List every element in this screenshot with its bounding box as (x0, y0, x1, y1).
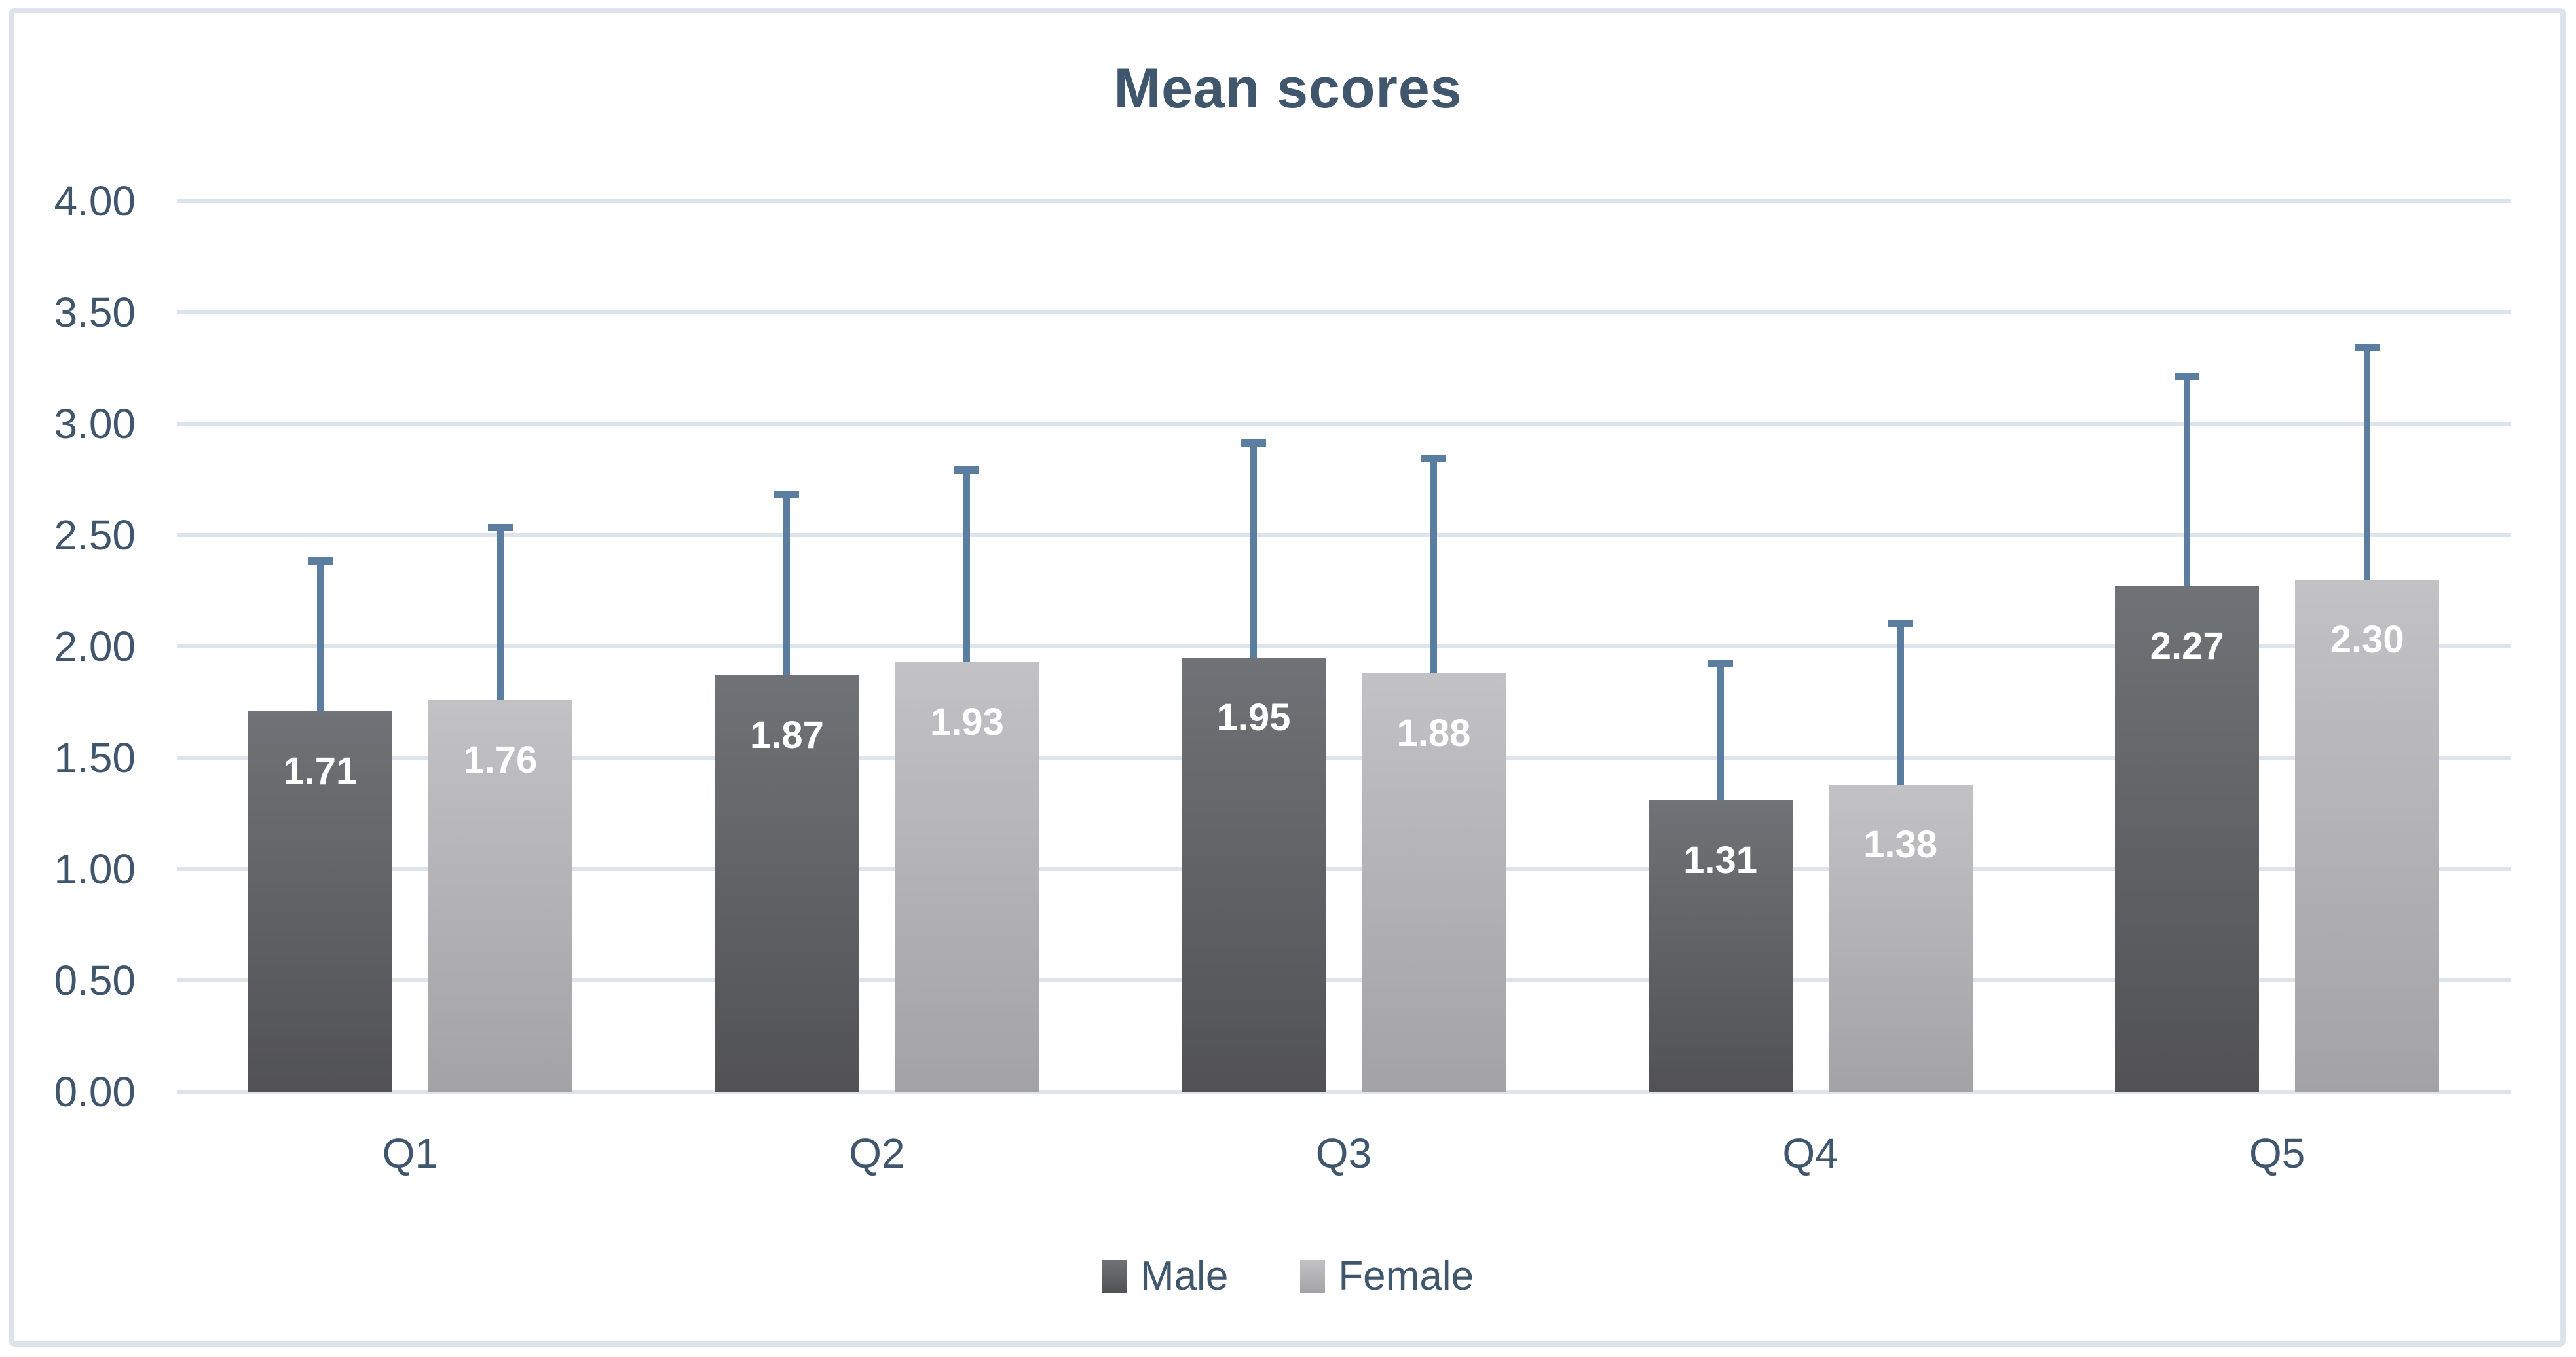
error-bar (1888, 620, 1913, 785)
x-axis-category-label: Q5 (2249, 1130, 2305, 1177)
data-label: 1.38 (1863, 823, 1938, 866)
legend-item-female: Female (1300, 1256, 1474, 1297)
error-bar (2175, 372, 2200, 587)
error-bar-cap (307, 557, 333, 565)
bar-wrap-female-q1: 1.76 (428, 524, 572, 1092)
error-bar-cap (487, 524, 513, 532)
error-bar-cap (954, 466, 980, 474)
x-axis-category-label: Q1 (382, 1130, 438, 1177)
error-bar (487, 524, 513, 700)
data-label: 2.30 (2330, 618, 2404, 661)
bar-groups: 1.71 1.76 Q1 1.87 1.93 Q2 1.95 1.88 Q3 1.31 1.38 Q4… (177, 201, 2511, 1174)
gridline (177, 533, 2511, 537)
bar-group-q1: 1.71 1.76 Q1 (177, 201, 644, 1174)
data-label: 1.93 (929, 700, 1004, 743)
bar-male-q3 (1181, 658, 1326, 1092)
data-label: 1.87 (749, 714, 824, 757)
y-axis-tick-label: 0.50 (54, 957, 136, 1004)
error-bar (1708, 660, 1733, 800)
bar-wrap-male-q5: 2.27 (2115, 372, 2260, 1092)
bar-wrap-female-q4: 1.38 (1828, 620, 1973, 1092)
bar-wrap-female-q5: 2.30 (2295, 343, 2440, 1092)
bar-male-q1 (248, 711, 392, 1092)
legend-label: Male (1140, 1254, 1229, 1299)
bar-wrap-male-q2: 1.87 (715, 491, 859, 1092)
data-label: 1.31 (1683, 838, 1758, 882)
bar-wrap-female-q3: 1.88 (1361, 455, 1506, 1092)
error-bar-cap (1241, 439, 1266, 447)
x-axis-category-label: Q2 (849, 1130, 905, 1177)
bar-male-q2 (715, 675, 859, 1092)
y-axis-tick-label: 3.00 (54, 400, 136, 447)
error-bar-cap (1421, 455, 1446, 462)
error-bar (954, 466, 980, 662)
y-axis-tick-label: 3.50 (54, 289, 136, 336)
bar-male-q4 (1648, 800, 1793, 1092)
x-axis-category-label: Q3 (1315, 1130, 1372, 1177)
data-label: 1.95 (1216, 696, 1291, 739)
error-bar (1421, 455, 1446, 673)
bar-wrap-male-q1: 1.71 (248, 557, 392, 1092)
bar-group-q2: 1.87 1.93 Q2 (644, 201, 1111, 1174)
gridline (177, 310, 2511, 314)
data-label: 2.27 (2150, 625, 2224, 668)
bar-male-q5 (2115, 586, 2260, 1092)
error-bar-cap (774, 491, 800, 498)
bar-wrap-male-q4: 1.31 (1648, 660, 1793, 1092)
error-bar (307, 557, 333, 711)
error-bar-cap (1888, 620, 1913, 627)
legend: Male Female (0, 1256, 2576, 1297)
y-axis-tick-label: 1.00 (54, 846, 136, 893)
bar-female-q3 (1361, 673, 1506, 1092)
legend-label: Female (1338, 1254, 1474, 1299)
gridline (177, 199, 2511, 203)
y-axis-tick-label: 4.00 (54, 177, 136, 225)
error-bar-cap (1708, 660, 1733, 667)
gridline (177, 756, 2511, 760)
chart-title: Mean scores (1113, 57, 1463, 120)
bar-wrap-female-q2: 1.93 (895, 466, 1039, 1092)
bar-female-q2 (895, 661, 1039, 1092)
bar-female-q1 (428, 699, 572, 1092)
error-bar-cap (2355, 343, 2380, 351)
data-label: 1.76 (463, 738, 538, 781)
gridline (177, 867, 2511, 871)
bar-group-q5: 2.27 2.30 Q5 (2044, 201, 2511, 1174)
data-label: 1.71 (283, 749, 358, 792)
plot-area: 1.71 1.76 Q1 1.87 1.93 Q2 1.95 1.88 Q3 1.31 1.38 Q4… (177, 199, 2511, 1174)
y-axis-tick-label: 0.00 (54, 1068, 136, 1115)
gridline (177, 978, 2511, 982)
bar-wrap-male-q3: 1.95 (1181, 439, 1326, 1092)
x-axis-category-label: Q4 (1782, 1130, 1839, 1177)
y-axis-tick-label: 2.50 (54, 511, 136, 559)
legend-swatch-female (1300, 1260, 1326, 1293)
bar-group-q3: 1.95 1.88 Q3 (1110, 201, 1577, 1174)
bar-female-q5 (2295, 580, 2440, 1092)
legend-item-male: Male (1102, 1256, 1228, 1297)
y-axis-tick-label: 2.00 (54, 623, 136, 670)
gridline (177, 644, 2511, 648)
legend-swatch-male (1102, 1260, 1127, 1293)
data-label: 1.88 (1396, 711, 1471, 754)
error-bar (774, 491, 800, 676)
y-axis-tick-label: 1.50 (54, 734, 136, 781)
error-bar (2355, 343, 2380, 580)
bar-female-q4 (1828, 784, 1973, 1092)
error-bar-cap (2175, 372, 2200, 380)
gridline (177, 422, 2511, 426)
bar-group-q4: 1.31 1.38 Q4 (1577, 201, 2044, 1174)
error-bar (1241, 439, 1266, 658)
gridline (177, 1090, 2511, 1094)
